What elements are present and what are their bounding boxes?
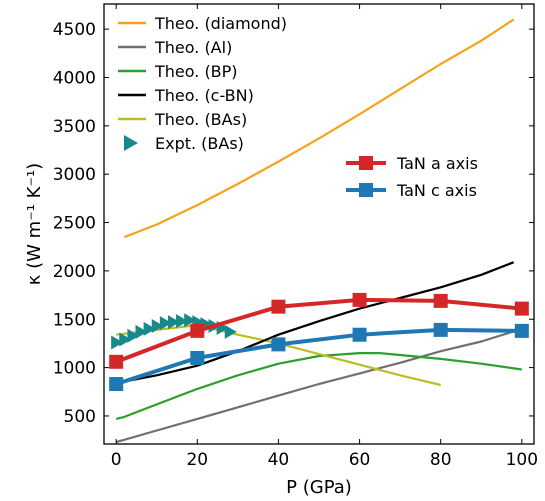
series-theo-bp	[115, 352, 522, 420]
ticks-layer: 0 20 40 60 80 100 500 1000 1500 2000 2500 3000 3500 4…	[53, 4, 538, 470]
data-point	[433, 293, 448, 308]
series-theo-al	[115, 327, 523, 444]
data-point	[127, 328, 140, 343]
data-point	[135, 324, 148, 339]
legend-label: Expt. (BAs)	[155, 134, 244, 153]
legend-label: Theo. (BAs)	[154, 110, 247, 129]
legend-marker	[124, 135, 138, 151]
data-point	[109, 377, 124, 392]
x-tick-label: 80	[430, 450, 452, 470]
legend-marker	[359, 156, 373, 170]
legend-label: TaN c axis	[396, 181, 477, 200]
series-layer	[109, 18, 529, 444]
y-tick-label: 2000	[53, 262, 96, 282]
plot-frame	[103, 3, 535, 445]
data-point	[190, 323, 205, 338]
series-line	[115, 327, 523, 444]
data-point	[151, 319, 164, 334]
data-point	[176, 314, 189, 329]
series-line	[115, 327, 522, 386]
data-point	[143, 321, 156, 336]
data-point	[184, 313, 197, 328]
y-tick-label: 1500	[53, 310, 96, 330]
x-tick-label: 100	[506, 450, 538, 470]
data-point	[271, 337, 286, 352]
legend-right: TaN a axis TaN c axis	[346, 154, 478, 200]
data-point	[111, 335, 124, 350]
series-line	[123, 18, 515, 239]
y-axis-label: κ (W m⁻¹ K⁻¹)	[24, 163, 45, 285]
data-point	[109, 354, 124, 369]
x-tick-label: 20	[186, 450, 208, 470]
data-point	[352, 292, 367, 307]
series-theo-c-bn	[115, 261, 515, 385]
data-point	[433, 322, 448, 337]
legend-label: Theo. (c-BN)	[154, 86, 254, 105]
y-tick-label: 4500	[53, 20, 96, 40]
series-tan-c-axis	[109, 322, 529, 392]
legend-left: Theo. (diamond) Theo. (Al) Theo. (BP) Theo.…	[118, 14, 287, 153]
y-tick-label: 1000	[53, 359, 96, 379]
y-tick-label: 2500	[53, 214, 96, 234]
data-point	[167, 315, 180, 330]
data-point	[190, 350, 205, 365]
x-tick-label: 40	[268, 450, 290, 470]
data-point	[119, 332, 132, 347]
data-point	[514, 323, 529, 338]
series-tan-a-axis	[109, 292, 529, 369]
data-point	[271, 299, 286, 314]
x-tick-label: 0	[111, 450, 122, 470]
y-tick-label: 3500	[53, 117, 96, 137]
series-line	[115, 352, 522, 420]
y-tick-label: 3000	[53, 165, 96, 185]
data-point	[352, 327, 367, 342]
legend-label: Theo. (diamond)	[154, 14, 287, 33]
legend-label: Theo. (Al)	[154, 38, 232, 57]
data-point	[159, 316, 172, 331]
series-line	[115, 261, 515, 385]
series-theo-diamond	[123, 18, 515, 239]
series-expt-bas	[111, 313, 237, 350]
legend-label: TaN a axis	[396, 154, 478, 173]
legend-marker	[359, 183, 373, 197]
x-tick-label: 60	[349, 450, 371, 470]
x-axis-label: P (GPa)	[286, 477, 352, 498]
series-line	[115, 297, 522, 364]
y-tick-label: 500	[64, 407, 96, 427]
y-tick-label: 4000	[53, 68, 96, 88]
legend-label: Theo. (BP)	[154, 62, 238, 81]
data-point	[224, 324, 237, 339]
data-point	[514, 301, 529, 316]
